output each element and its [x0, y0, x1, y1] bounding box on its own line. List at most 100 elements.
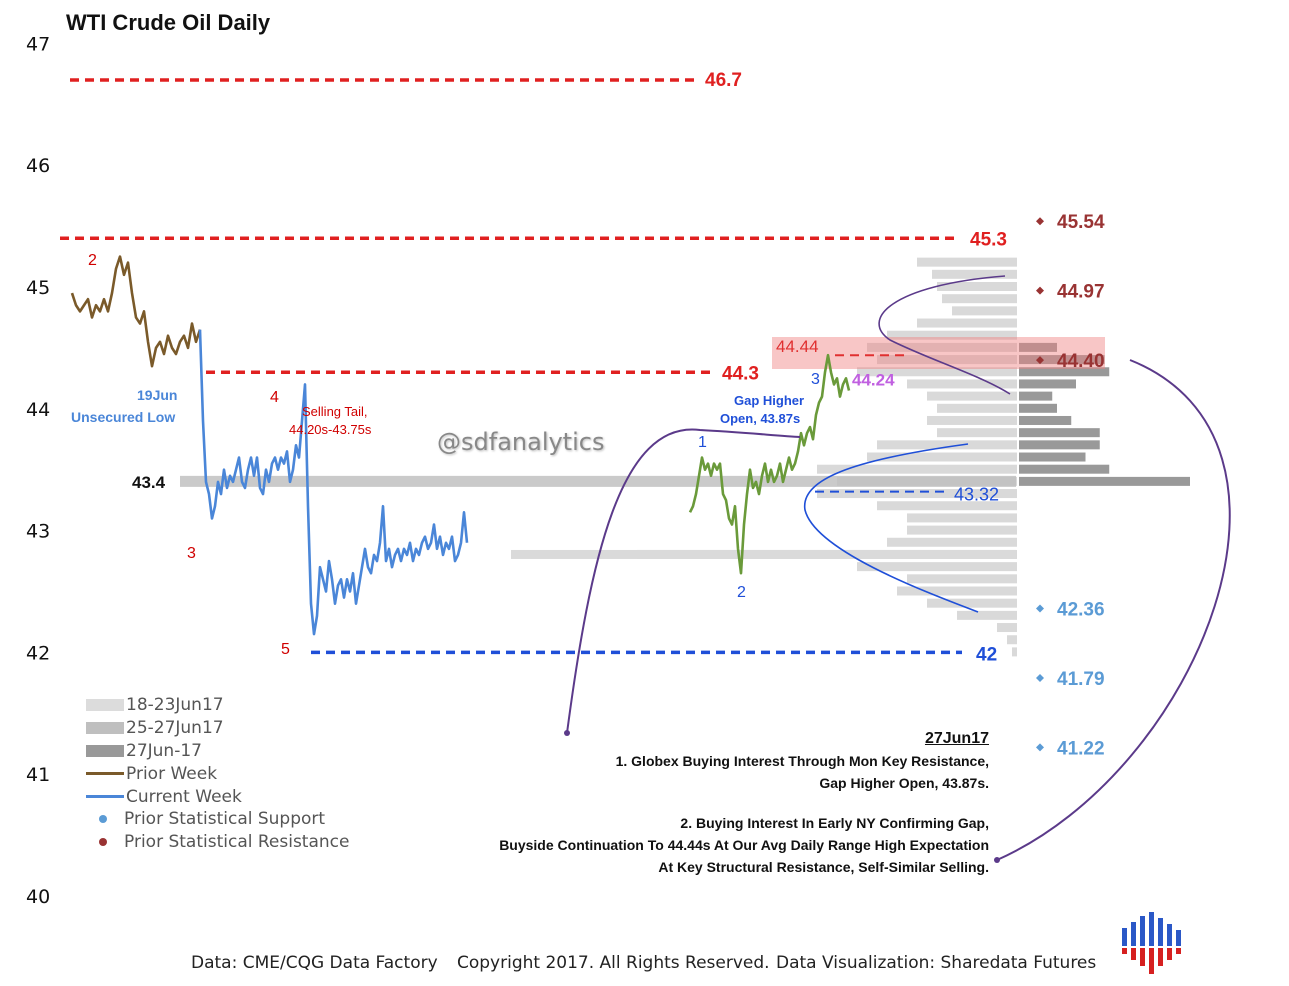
support-diamond-icon [1036, 743, 1044, 752]
reference-label: 44.3 [722, 363, 759, 384]
legend-swatch [86, 722, 124, 735]
profile-bar-18-23jun [937, 282, 1017, 291]
y-tick-label: 44 [26, 399, 50, 421]
legend-item: Prior Statistical Resistance [86, 831, 349, 854]
legend-label: Prior Week [126, 763, 218, 784]
notes-date: 27Jun17 [924, 730, 989, 747]
legend-label: Prior Statistical Support [124, 809, 326, 830]
profile-bar-18-23jun [877, 440, 1017, 450]
profile-bar-18-23jun [817, 489, 1017, 499]
support-diamond-icon [1036, 673, 1044, 682]
profile-bar-27jun [1019, 355, 1105, 365]
footer-data-source: Data: CME/CQG Data Factory [191, 953, 438, 973]
profile-bar-18-23jun [897, 586, 1017, 596]
profile-bar-25-27jun [180, 475, 1016, 487]
note-2-line-3: At Key Structural Resistance, Self-Simil… [658, 859, 989, 875]
y-tick-label: 42 [26, 642, 50, 664]
statistical-levels: 45.54 44.97 44.40 42.36 41.79 41.22 [1036, 212, 1105, 759]
profile-bar-18-23jun [877, 355, 1017, 365]
profile-bar-18-23jun [937, 428, 1017, 438]
profile-bar-27jun [1019, 428, 1100, 438]
profile-bar-27jun [1019, 403, 1057, 413]
annotation-label: Gap Higher [734, 393, 804, 408]
legend-dot-icon [99, 838, 107, 847]
profile-bar-18-23jun [927, 391, 1017, 401]
annotation-label: 4 [270, 389, 279, 406]
legend-label: 18-23Jun17 [126, 695, 224, 716]
legend-label: 27Jun-17 [126, 740, 202, 761]
rotation-curve-support [803, 443, 979, 613]
chart-title: WTI Crude Oil Daily [66, 10, 271, 35]
annotation-label: 44.20s-43.75s [289, 422, 372, 437]
price-series [70, 255, 851, 636]
annotation-label: 3 [187, 545, 196, 562]
resistance-diamond-icon [1036, 286, 1044, 295]
annotation-label: 2 [737, 584, 746, 601]
profile-bar-18-23jun [917, 318, 1017, 328]
profile-bar-18-23jun [857, 562, 1017, 572]
y-tick-label: 41 [26, 764, 50, 786]
profile-bar-18-23jun [927, 598, 1017, 608]
profile-bar-18-23jun [1012, 647, 1017, 657]
support-level-label: 41.22 [1057, 738, 1105, 759]
footer-visualization: Data Visualization: Sharedata Futures [776, 953, 1097, 973]
annotation-label: 3 [811, 371, 820, 388]
rotation-curve-resistance [878, 275, 1011, 395]
annotation-label: Selling Tail, [302, 404, 368, 419]
notes-panel: 27Jun17 1. Globex Buying Interest Throug… [499, 728, 989, 878]
profile-bar-18-23jun [942, 294, 1017, 304]
support-level-label: 41.79 [1057, 669, 1105, 690]
legend-label: Prior Statistical Resistance [124, 832, 350, 853]
profile-bar-18-23jun [997, 623, 1017, 633]
profile-bar-18-23jun [907, 525, 1017, 535]
reference-label: 43.32 [954, 485, 999, 505]
reference-label: 42 [976, 644, 997, 665]
y-tick-label: 46 [26, 155, 50, 177]
legend-item: 25-27Jun17 [86, 717, 349, 740]
profile-bar-27jun [1019, 452, 1086, 462]
annotation-label: 2 [88, 252, 97, 269]
resistance-zone [772, 337, 1105, 369]
annotation-label: 19Jun [137, 387, 177, 403]
legend-label: 25-27Jun17 [126, 718, 224, 739]
arrow-curve-note-1 [566, 428, 801, 734]
profile-bar-27jun [1019, 342, 1057, 352]
profile-bar-18-23jun [887, 330, 1017, 340]
y-axis: 40 41 42 43 44 45 46 47 [26, 33, 50, 908]
legend-item: Prior Week [86, 762, 349, 785]
profile-bar-18-23jun [857, 367, 1017, 377]
arrow-curve-note-2 [996, 359, 1231, 861]
profile-bar-18-23jun [817, 464, 1017, 474]
legend-line [86, 795, 124, 799]
profile-bar-18-23jun [907, 513, 1017, 523]
series-line [688, 353, 851, 575]
legend-item: Prior Statistical Support [86, 808, 349, 831]
profile-bar-27jun [1019, 367, 1110, 377]
resistance-level-label: 44.40 [1057, 351, 1105, 372]
profile-bar-18-23jun [927, 415, 1017, 425]
y-tick-label: 40 [26, 886, 50, 908]
profile-bar-18-23jun [867, 452, 1017, 462]
resistance-level-label: 45.54 [1057, 212, 1105, 233]
legend-item: Current Week [86, 785, 349, 808]
arrow-start-dot [564, 730, 570, 736]
y-tick-label: 45 [26, 277, 50, 299]
volume-profile [180, 257, 1190, 657]
legend-item: 18-23Jun17 [86, 694, 349, 717]
legend-swatch [86, 744, 124, 757]
profile-bar-18-23jun [1007, 635, 1017, 645]
arrow-start-dot [994, 857, 1000, 863]
profile-bar-18-23jun [887, 537, 1017, 547]
note-1-line-2: Gap Higher Open, 43.87s. [819, 775, 989, 791]
annotation-label: 5 [281, 641, 290, 658]
profile-bar-18-23jun [917, 257, 1017, 267]
resistance-diamond-icon [1036, 217, 1044, 226]
support-level-label: 42.36 [1057, 600, 1105, 621]
profile-bar-27jun [1019, 391, 1053, 401]
profile-bar-27jun [1019, 476, 1190, 486]
annotation-curves [564, 275, 1231, 863]
profile-bar-18-23jun [867, 342, 1017, 352]
profile-bar-18-23jun [907, 574, 1017, 584]
note-1-line-1: 1. Globex Buying Interest Through Mon Ke… [615, 753, 989, 769]
